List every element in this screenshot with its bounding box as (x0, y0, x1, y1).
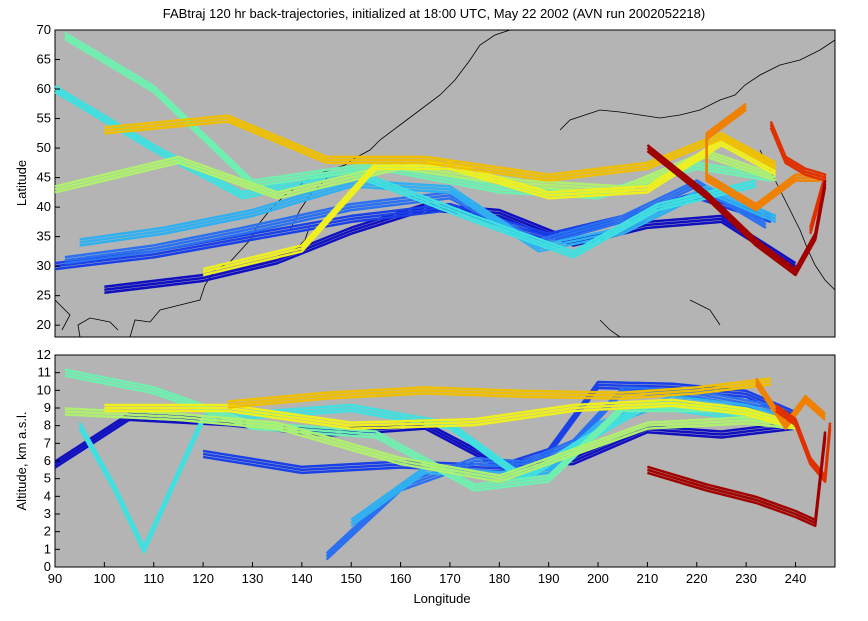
map-y-tick-label: 40 (37, 199, 51, 214)
altitude-trajectories (54, 368, 832, 561)
altitude-trajectory-line (647, 437, 827, 528)
map-trajectory-line (104, 120, 777, 182)
altitude-trajectory-line (54, 418, 796, 469)
map-panel: Latitude 20 25 30 35 40 45 50 55 60 65 70 (14, 22, 836, 338)
map-y-tick-label: 35 (37, 229, 51, 244)
altitude-trajectory-line (78, 406, 747, 554)
map-y-tick-label: 45 (37, 170, 51, 185)
altitude-y-tick-label: 12 (37, 347, 51, 362)
altitude-y-tick-label: 9 (44, 400, 51, 415)
x-tick-label: 130 (242, 571, 264, 586)
altitude-trajectory-line (64, 410, 796, 480)
altitude-y-tick-label: 7 (44, 435, 51, 450)
x-tick-label: 140 (291, 571, 313, 586)
map-plot-area (54, 29, 836, 338)
map-trajectory-line (646, 150, 827, 277)
map-y-tick-label: 70 (37, 22, 51, 37)
x-tick-label: 180 (488, 571, 510, 586)
x-tick-label: 210 (637, 571, 659, 586)
x-tick-label: 90 (48, 571, 62, 586)
altitude-y-tick-label: 3 (44, 506, 51, 521)
altitude-trajectory-line (754, 377, 826, 424)
map-trajectory-line (104, 117, 777, 179)
x-tick-label: 150 (340, 571, 362, 586)
altitude-y-tick-label: 2 (44, 524, 51, 539)
x-tick-label: 110 (143, 571, 164, 586)
x-ticks: 90 100 110 120 130 140 150 160 170 180 190 200 210 22… (48, 562, 807, 586)
map-y-tick-label: 20 (37, 317, 51, 332)
altitude-trajectory-line (64, 407, 796, 477)
map-y-tick-label: 30 (37, 258, 51, 273)
altitude-y-tick-label: 5 (44, 471, 51, 486)
map-y-axis-label: Latitude (14, 160, 29, 206)
map-trajectory-line (54, 84, 757, 253)
altitude-trajectory-line (104, 404, 796, 430)
altitude-y-tick-label: 8 (44, 418, 51, 433)
map-y-tick-label: 50 (37, 140, 51, 155)
x-tick-label: 120 (192, 571, 214, 586)
altitude-trajectory-line (227, 383, 771, 409)
altitude-trajectory-line (754, 380, 826, 427)
map-trajectories (54, 31, 827, 295)
map-y-tick-label: 25 (37, 288, 51, 303)
altitude-trajectory-line (227, 377, 771, 403)
altitude-trajectory-line (754, 383, 826, 430)
map-trajectory-line (705, 105, 821, 209)
altitude-y-tick-label: 11 (38, 365, 52, 380)
x-tick-label: 230 (735, 571, 757, 586)
altitude-y-tick-label: 6 (44, 453, 51, 468)
coastline (54, 29, 836, 338)
altitude-y-tick-label: 10 (37, 382, 51, 397)
altitude-trajectory-line (227, 380, 771, 406)
x-tick-label: 170 (439, 571, 461, 586)
map-y-tick-label: 65 (37, 52, 51, 67)
altitude-y-axis-label: Altitude, km a.s.l. (14, 412, 29, 511)
chart-title: FABtraj 120 hr back-trajectories, initia… (163, 6, 705, 21)
altitude-trajectory-line (64, 413, 796, 483)
altitude-y-tick-label: 1 (44, 541, 51, 556)
x-tick-label: 190 (538, 571, 560, 586)
map-trajectory-line (705, 102, 821, 206)
x-tick-label: 200 (587, 571, 609, 586)
map-trajectory-line (64, 185, 767, 265)
map-trajectory-line (202, 137, 777, 271)
map-y-tick-label: 60 (37, 81, 51, 96)
altitude-trajectory-line (104, 401, 796, 427)
map-trajectory-line (769, 126, 827, 235)
altitude-y-tick-label: 0 (44, 559, 51, 574)
altitude-trajectory-line (775, 409, 832, 483)
map-y-tick-label: 55 (37, 111, 51, 126)
map-trajectory-line (54, 87, 757, 256)
x-axis-label: Longitude (413, 591, 470, 606)
map-trajectory-line (202, 143, 777, 277)
x-tick-label: 220 (686, 571, 708, 586)
altitude-y-tick-label: 4 (44, 488, 51, 503)
x-tick-label: 160 (390, 571, 412, 586)
altitude-trajectory-line (104, 398, 796, 424)
x-tick-label: 240 (785, 571, 807, 586)
map-y-ticks: 20 25 30 35 40 45 50 55 60 65 70 (37, 22, 60, 332)
altitude-trajectory-line (78, 403, 747, 551)
map-trajectory-line (705, 108, 821, 212)
map-trajectory-line (64, 182, 767, 262)
map-trajectory-line (202, 140, 777, 274)
x-tick-label: 100 (94, 571, 116, 586)
